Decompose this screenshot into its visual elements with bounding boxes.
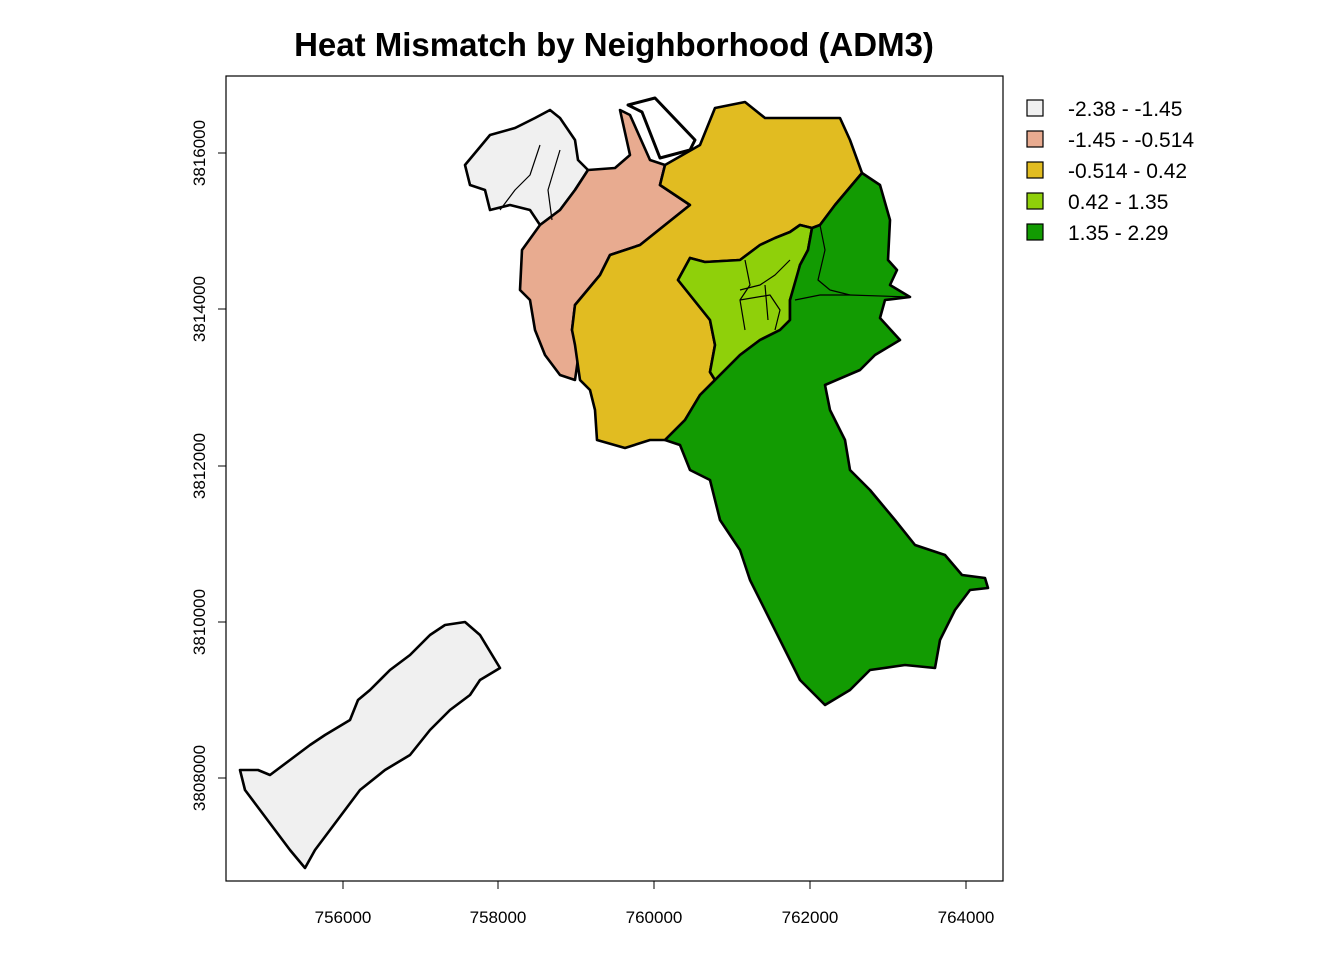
legend-swatch	[1026, 130, 1044, 148]
y-tick-label: 3812000	[190, 433, 209, 499]
neighborhood-boundary	[739, 294, 781, 331]
neighborhood-boundary	[739, 259, 791, 291]
x-tick-label: 764000	[938, 908, 995, 927]
y-tick-label: 3808000	[190, 745, 209, 811]
neighborhood-boundary	[547, 149, 561, 221]
neighborhood-region	[238, 620, 502, 870]
legend-label: -2.38 - -1.45	[1068, 98, 1182, 121]
x-tick-label: 758000	[470, 908, 527, 927]
neighborhood-boundary	[764, 284, 769, 321]
port-area	[626, 96, 697, 160]
legend-label: -0.514 - 0.42	[1068, 160, 1187, 183]
legend-label: -1.45 - -0.514	[1068, 129, 1194, 152]
legend-swatch	[1026, 99, 1044, 117]
legend-swatch	[1026, 161, 1044, 179]
neighborhood-boundary	[499, 144, 541, 211]
neighborhood-region	[663, 171, 990, 707]
map-title: Heat Mismatch by Neighborhood (ADM3)	[294, 26, 934, 63]
x-tick-label: 762000	[782, 908, 839, 927]
legend-swatch	[1026, 192, 1044, 210]
neighborhood-boundary	[817, 224, 851, 296]
y-tick-label: 3810000	[190, 589, 209, 655]
legend-label: 0.42 - 1.35	[1068, 191, 1168, 214]
legend-swatch	[1026, 223, 1044, 241]
x-tick-label: 756000	[315, 908, 372, 927]
y-tick-label: 3814000	[190, 276, 209, 342]
x-tick-label: 760000	[626, 908, 683, 927]
y-tick-label: 3816000	[190, 120, 209, 186]
neighborhood-boundary	[739, 259, 751, 331]
neighborhood-boundary	[794, 294, 911, 301]
legend-label: 1.35 - 2.29	[1068, 222, 1168, 245]
